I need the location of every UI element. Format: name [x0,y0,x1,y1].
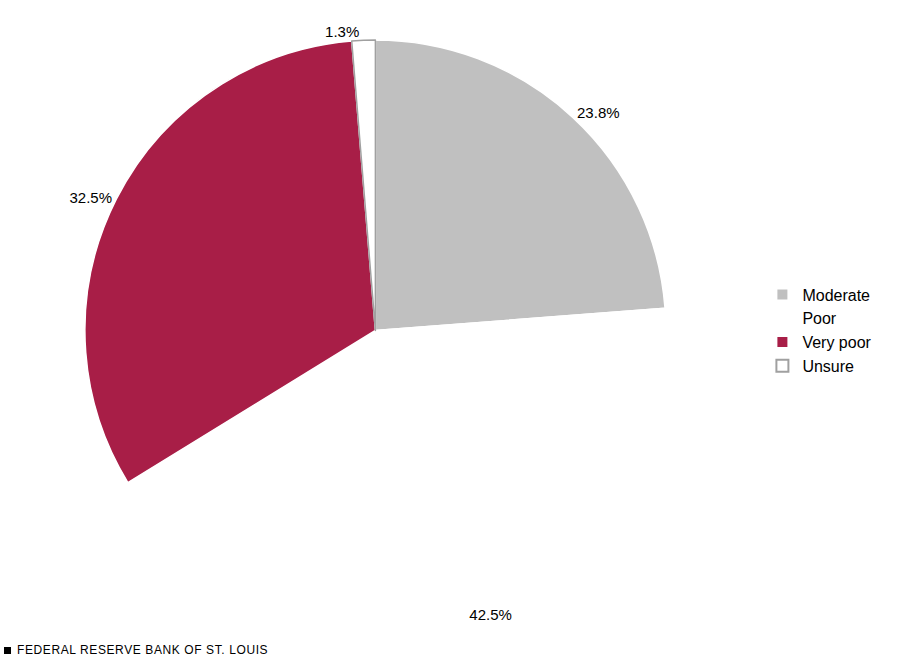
svg-text:32.5%: 32.5% [69,189,112,206]
svg-text:Unsure: Unsure [802,358,854,375]
svg-text:42.5%: 42.5% [469,606,512,623]
svg-text:Very poor: Very poor [802,334,871,351]
svg-text:23.8%: 23.8% [577,104,620,121]
svg-text:1.3%: 1.3% [325,23,359,40]
svg-text:Moderate: Moderate [802,287,870,304]
svg-text:Poor: Poor [802,310,836,327]
html-text:FEDERAL RESERVE BANK OF ST. LO: FEDERAL RESERVE BANK OF ST. LOUIS [17,643,269,657]
